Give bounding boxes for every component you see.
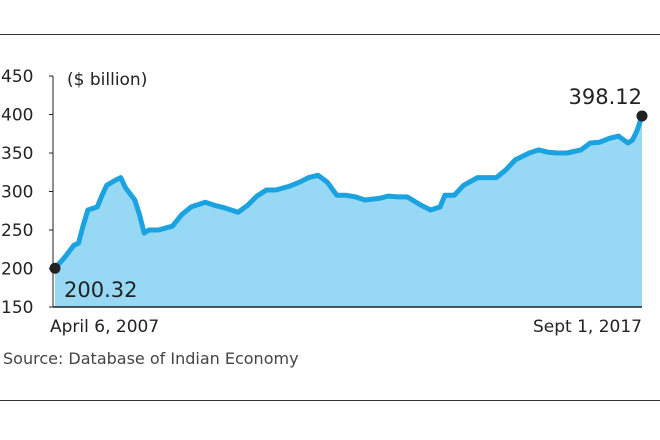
bottom-rule bbox=[0, 400, 660, 401]
start-value-label: 200.32 bbox=[64, 278, 137, 302]
y-tick-label: 250 bbox=[1, 221, 33, 241]
y-tick-label: 400 bbox=[1, 106, 33, 126]
start-marker bbox=[49, 262, 61, 274]
x-label-start: April 6, 2007 bbox=[50, 317, 159, 337]
y-tick-label: 350 bbox=[1, 144, 33, 164]
x-label-end: Sept 1, 2017 bbox=[533, 317, 642, 337]
y-tick-label: 450 bbox=[1, 67, 33, 87]
area-fill bbox=[55, 115, 642, 308]
unit-label: ($ billion) bbox=[67, 70, 147, 90]
series-line bbox=[52, 113, 645, 271]
y-tick-label: 300 bbox=[1, 183, 33, 203]
y-tick-label: 150 bbox=[1, 298, 33, 318]
end-value-label: 398.12 bbox=[569, 85, 642, 109]
y-tick-label: 200 bbox=[1, 260, 33, 280]
top-rule bbox=[0, 34, 660, 35]
end-marker bbox=[636, 110, 648, 122]
source-note: Source: Database of Indian Economy bbox=[3, 349, 299, 368]
